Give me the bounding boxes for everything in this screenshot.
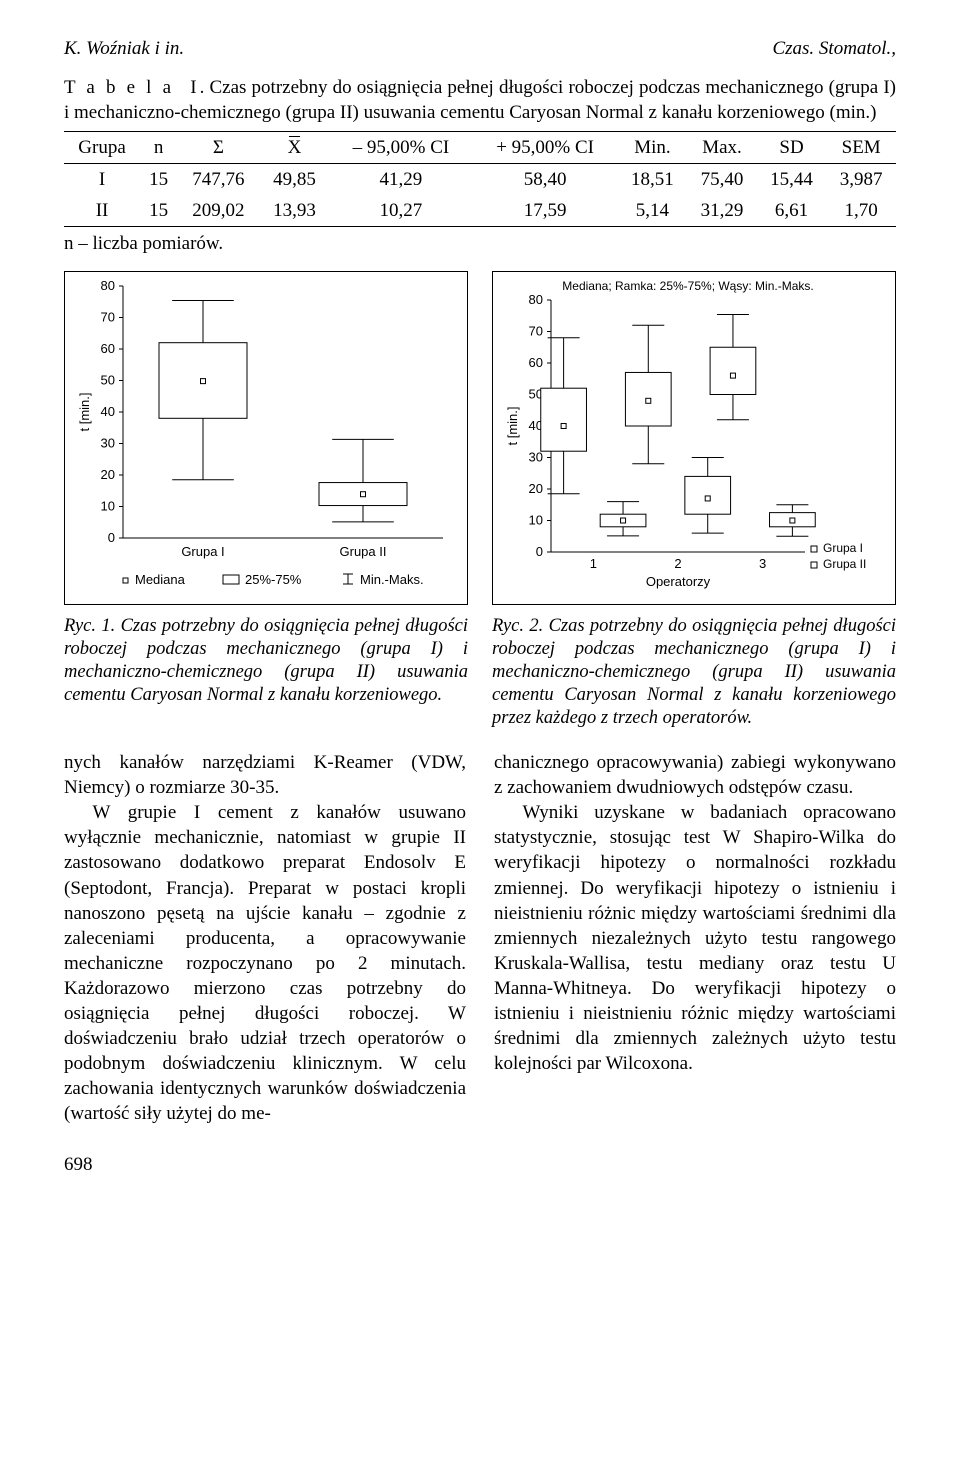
header-right: Czas. Stomatol., — [772, 36, 896, 61]
header-left: K. Woźniak i in. — [64, 36, 184, 61]
svg-text:Grupa I: Grupa I — [181, 544, 224, 559]
table-header-cell: X — [260, 132, 330, 164]
table-header-cell: Grupa — [64, 132, 140, 164]
body-paragraph: W grupie I cement z kanałów usuwano wyłą… — [64, 800, 466, 1126]
running-header: K. Woźniak i in. Czas. Stomatol., — [64, 36, 896, 61]
svg-text:3: 3 — [759, 556, 766, 571]
svg-text:Grupa II: Grupa II — [823, 557, 866, 571]
figure-1-chart: 0 10 20 30 40 50 60 70 80 t [min.] Grupa I Grupa II… — [75, 278, 453, 598]
table-cell: 10,27 — [329, 195, 472, 227]
svg-text:10: 10 — [101, 498, 115, 513]
table-cell: 747,76 — [177, 164, 260, 196]
table-header-cell: – 95,00% CI — [329, 132, 472, 164]
table-cell: 15,44 — [757, 164, 827, 196]
body-paragraph: nych kanałów narzędziami K-Reamer (VDW, … — [64, 750, 466, 800]
svg-text:40: 40 — [101, 404, 115, 419]
body-left-col: nych kanałów narzędziami K-Reamer (VDW, … — [64, 750, 466, 1126]
figure-2-frame: Mediana; Ramka: 25%-75%; Wąsy: Min.-Maks… — [492, 271, 896, 605]
svg-text:0: 0 — [536, 544, 543, 559]
svg-text:Grupa II: Grupa II — [340, 544, 387, 559]
table-cell: 31,29 — [687, 195, 757, 227]
svg-text:Mediana: Mediana — [135, 572, 186, 587]
table-cell: 41,29 — [329, 164, 472, 196]
table-cell: 49,85 — [260, 164, 330, 196]
svg-text:Mediana; Ramka: 25%-75%; Wąsy:: Mediana; Ramka: 25%-75%; Wąsy: Min.-Maks… — [562, 279, 813, 293]
figure-2-caption: Ryc. 2. Czas potrzebny do osiągnięcia pe… — [492, 615, 896, 731]
svg-text:t [min.]: t [min.] — [77, 392, 92, 431]
body-right-col: chanicznego opracowywania) zabiegi wykon… — [494, 750, 896, 1126]
svg-text:80: 80 — [529, 292, 543, 307]
body-paragraph: Wyniki uzyskane w badaniach opracowano s… — [494, 800, 896, 1076]
table-cell: 5,14 — [618, 195, 688, 227]
figure-2-chart: Mediana; Ramka: 25%-75%; Wąsy: Min.-Maks… — [503, 278, 881, 598]
table-cell: 1,70 — [826, 195, 896, 227]
svg-text:60: 60 — [101, 341, 115, 356]
data-table: GrupanΣX– 95,00% CI+ 95,00% CIMin.Max.SD… — [64, 131, 896, 227]
svg-text:70: 70 — [101, 309, 115, 324]
table-cell: I — [64, 164, 140, 196]
svg-text:60: 60 — [529, 355, 543, 370]
table-cell: 58,40 — [473, 164, 618, 196]
svg-text:50: 50 — [101, 372, 115, 387]
svg-text:Min.-Maks.: Min.-Maks. — [360, 572, 424, 587]
table-cell: 15 — [140, 164, 177, 196]
table-cell: 18,51 — [618, 164, 688, 196]
svg-text:10: 10 — [529, 512, 543, 527]
table-cell: 3,987 — [826, 164, 896, 196]
svg-text:70: 70 — [529, 323, 543, 338]
table-caption: T a b e l a I. Czas potrzebny do osiągni… — [64, 75, 896, 125]
table-cell: 17,59 — [473, 195, 618, 227]
table-label: T a b e l a I — [64, 77, 200, 98]
svg-text:Operatorzy: Operatorzy — [646, 574, 711, 589]
table-footnote: n – liczba pomiarów. — [64, 231, 896, 256]
table-cell: 15 — [140, 195, 177, 227]
table-header-cell: SD — [757, 132, 827, 164]
table-header-cell: Max. — [687, 132, 757, 164]
table-row: II15209,0213,9310,2717,595,1431,296,611,… — [64, 195, 896, 227]
svg-text:t [min.]: t [min.] — [505, 406, 520, 445]
svg-text:30: 30 — [529, 449, 543, 464]
table-header-cell: Min. — [618, 132, 688, 164]
svg-text:1: 1 — [590, 556, 597, 571]
figure-1-frame: 0 10 20 30 40 50 60 70 80 t [min.] Grupa I Grupa II… — [64, 271, 468, 605]
svg-text:0: 0 — [108, 530, 115, 545]
table-header-cell: SEM — [826, 132, 896, 164]
table-header-cell: n — [140, 132, 177, 164]
page-number: 698 — [64, 1152, 896, 1177]
table-header-cell: Σ — [177, 132, 260, 164]
svg-text:25%-75%: 25%-75% — [245, 572, 302, 587]
table-cell: 75,40 — [687, 164, 757, 196]
figure-1-caption: Ryc. 1. Czas potrzebny do osiągnięcia pe… — [64, 615, 468, 708]
svg-text:Grupa I: Grupa I — [823, 541, 863, 555]
table-header-cell: + 95,00% CI — [473, 132, 618, 164]
table-cell: 13,93 — [260, 195, 330, 227]
svg-text:2: 2 — [674, 556, 681, 571]
table-cell: II — [64, 195, 140, 227]
table-cell: 209,02 — [177, 195, 260, 227]
body-columns: nych kanałów narzędziami K-Reamer (VDW, … — [64, 750, 896, 1126]
table-cell: 6,61 — [757, 195, 827, 227]
svg-text:20: 20 — [101, 467, 115, 482]
svg-text:20: 20 — [529, 481, 543, 496]
body-paragraph: chanicznego opracowywania) zabiegi wykon… — [494, 750, 896, 800]
svg-text:30: 30 — [101, 435, 115, 450]
table-row: I15747,7649,8541,2958,4018,5175,4015,443… — [64, 164, 896, 196]
svg-text:80: 80 — [101, 278, 115, 293]
